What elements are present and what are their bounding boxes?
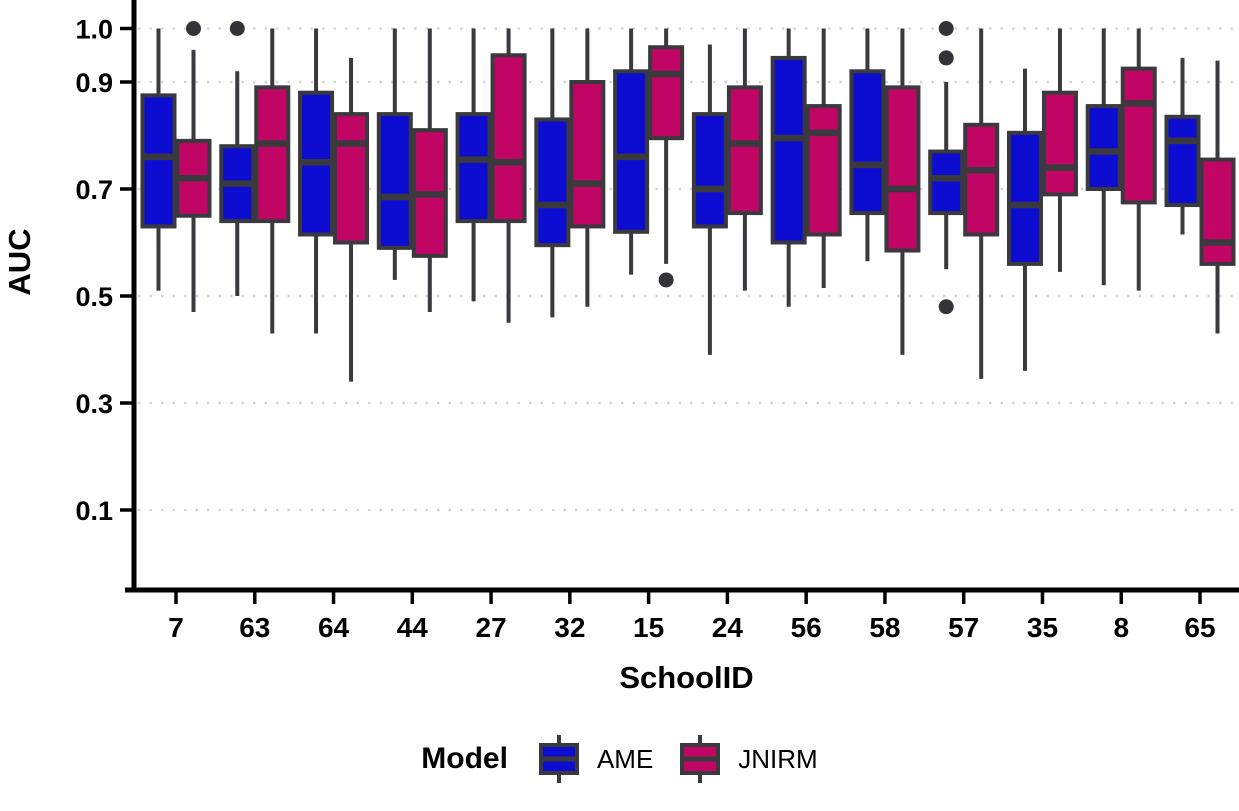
y-tick-label: 0.9	[75, 68, 113, 98]
box-jnirm-56	[805, 104, 842, 237]
x-tick-label: 63	[239, 612, 270, 643]
legend-item-ame: AME	[538, 735, 653, 783]
x-tick-label: 44	[397, 612, 429, 643]
box-jnirm-7-outlier	[186, 21, 201, 36]
legend: Model AME JNIRM	[0, 729, 1239, 789]
x-tick-label: 24	[712, 612, 744, 643]
boxplot-key-ame-icon	[538, 735, 579, 783]
y-axis-title: AUC	[2, 228, 37, 295]
y-tick-label: 0.1	[75, 496, 113, 526]
box-ame-57-outlier	[938, 299, 954, 315]
box-ame-63-outlier	[229, 21, 245, 36]
legend-label-jnirm: JNIRM	[738, 743, 818, 774]
legend-label-ame: AME	[596, 743, 654, 774]
legend-title: Model	[421, 742, 508, 775]
y-tick-label: 0.7	[75, 175, 113, 205]
box-ame-7	[140, 93, 177, 229]
box-jnirm-64	[333, 112, 370, 245]
box-jnirm-65	[1199, 157, 1236, 266]
x-tick-label: 32	[554, 612, 585, 643]
box-ame-58	[849, 69, 886, 216]
y-tick-label: 0.5	[75, 282, 113, 312]
x-tick-label: 8	[1113, 612, 1129, 643]
box-jnirm-27	[490, 53, 527, 224]
x-tick-label: 57	[948, 612, 979, 643]
x-tick-label: 56	[791, 612, 822, 643]
box-ame-8	[1085, 104, 1122, 191]
box-jnirm-32	[569, 80, 606, 229]
box-ame-32	[534, 117, 571, 248]
box-jnirm-35	[1041, 90, 1078, 197]
box-jnirm-24	[726, 85, 763, 216]
x-tick-label: 27	[476, 612, 507, 643]
box-ame-56	[770, 55, 807, 245]
y-tick-label: 0.3	[75, 389, 113, 419]
box-ame-15	[613, 69, 650, 234]
x-axis-title: SchoolID	[619, 660, 753, 695]
box-ame-35	[1006, 130, 1043, 266]
boxplot-key-jnirm-icon	[680, 735, 721, 783]
box-jnirm-58	[884, 85, 921, 253]
box-jnirm-15-outlier	[658, 272, 674, 288]
box-ame-57-outlier	[938, 21, 954, 36]
box-jnirm-57	[963, 122, 1000, 237]
x-tick-label: 65	[1184, 612, 1215, 643]
box-ame-24	[691, 112, 728, 229]
y-tick-label: 1.0	[75, 15, 113, 45]
box-jnirm-15	[648, 45, 685, 141]
legend-item-jnirm: JNIRM	[679, 735, 818, 783]
x-tick-label: 7	[168, 612, 184, 643]
plot-area: 1.0 0.9 0.7 0.5 0.3 0.1 7 63 64 44 27 32 15 24 56 58 57 3…	[2, 0, 1239, 695]
x-tick-label: 15	[633, 612, 664, 643]
box-ame-27	[455, 112, 492, 224]
box-jnirm-8	[1120, 66, 1157, 205]
x-tick-label: 64	[318, 612, 350, 643]
box-jnirm-63	[254, 85, 291, 224]
box-ame-57-outlier	[938, 50, 954, 66]
box-ame-44	[376, 112, 413, 250]
x-tick-label: 58	[869, 612, 900, 643]
x-tick-label: 35	[1027, 612, 1058, 643]
box-ame-57	[928, 149, 965, 216]
box-ame-65	[1164, 114, 1201, 208]
